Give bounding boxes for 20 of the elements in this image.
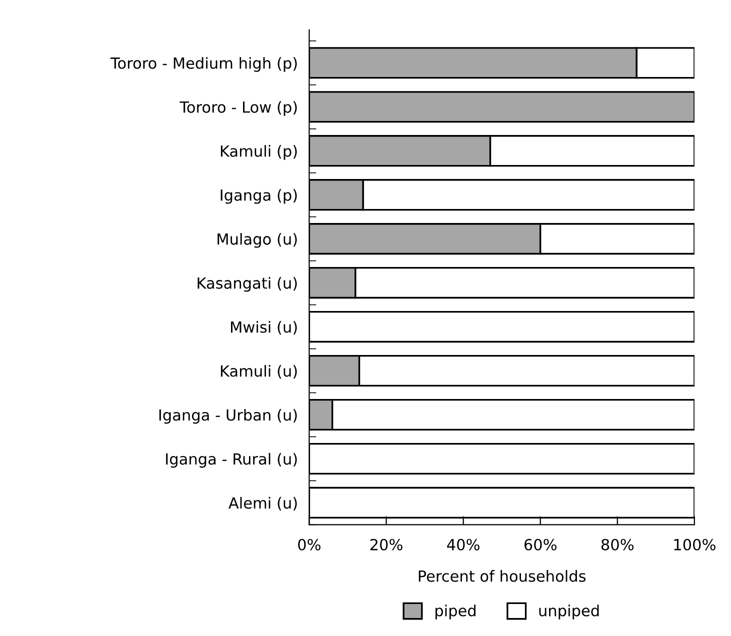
y-tick-label: Tororo - Medium high (p) [110,57,297,72]
y-tick-label: Kasangati (u) [198,276,297,292]
x-tick-label: 0% [298,538,320,550]
x-tick-label: 40% [447,538,480,550]
y-tick-label: Iganga - Rural (u) [166,452,297,468]
legend-label: unpiped [539,604,599,620]
x-tick-label: 80% [601,538,634,550]
y-tick-label: Iganga (p) [220,189,297,204]
y-tick-label: Kamuli (u) [220,364,297,379]
x-tick-label: 20% [370,538,402,550]
y-tick-label: Tororo - Low (p) [180,101,297,116]
y-tick-label: Iganga - Urban (u) [159,408,297,424]
x-tick-label: 60% [524,538,556,550]
y-tick-label: Kamuli (p) [220,145,297,160]
y-tick-label: Alemi (u) [228,496,297,511]
legend-label: piped [436,604,476,620]
y-tick-label: Mulago (u) [218,233,297,248]
y-tick-label: Mwisi (u) [231,320,297,335]
x-axis-title: Percent of households [418,570,586,582]
x-tick-label: 100% [674,538,716,550]
